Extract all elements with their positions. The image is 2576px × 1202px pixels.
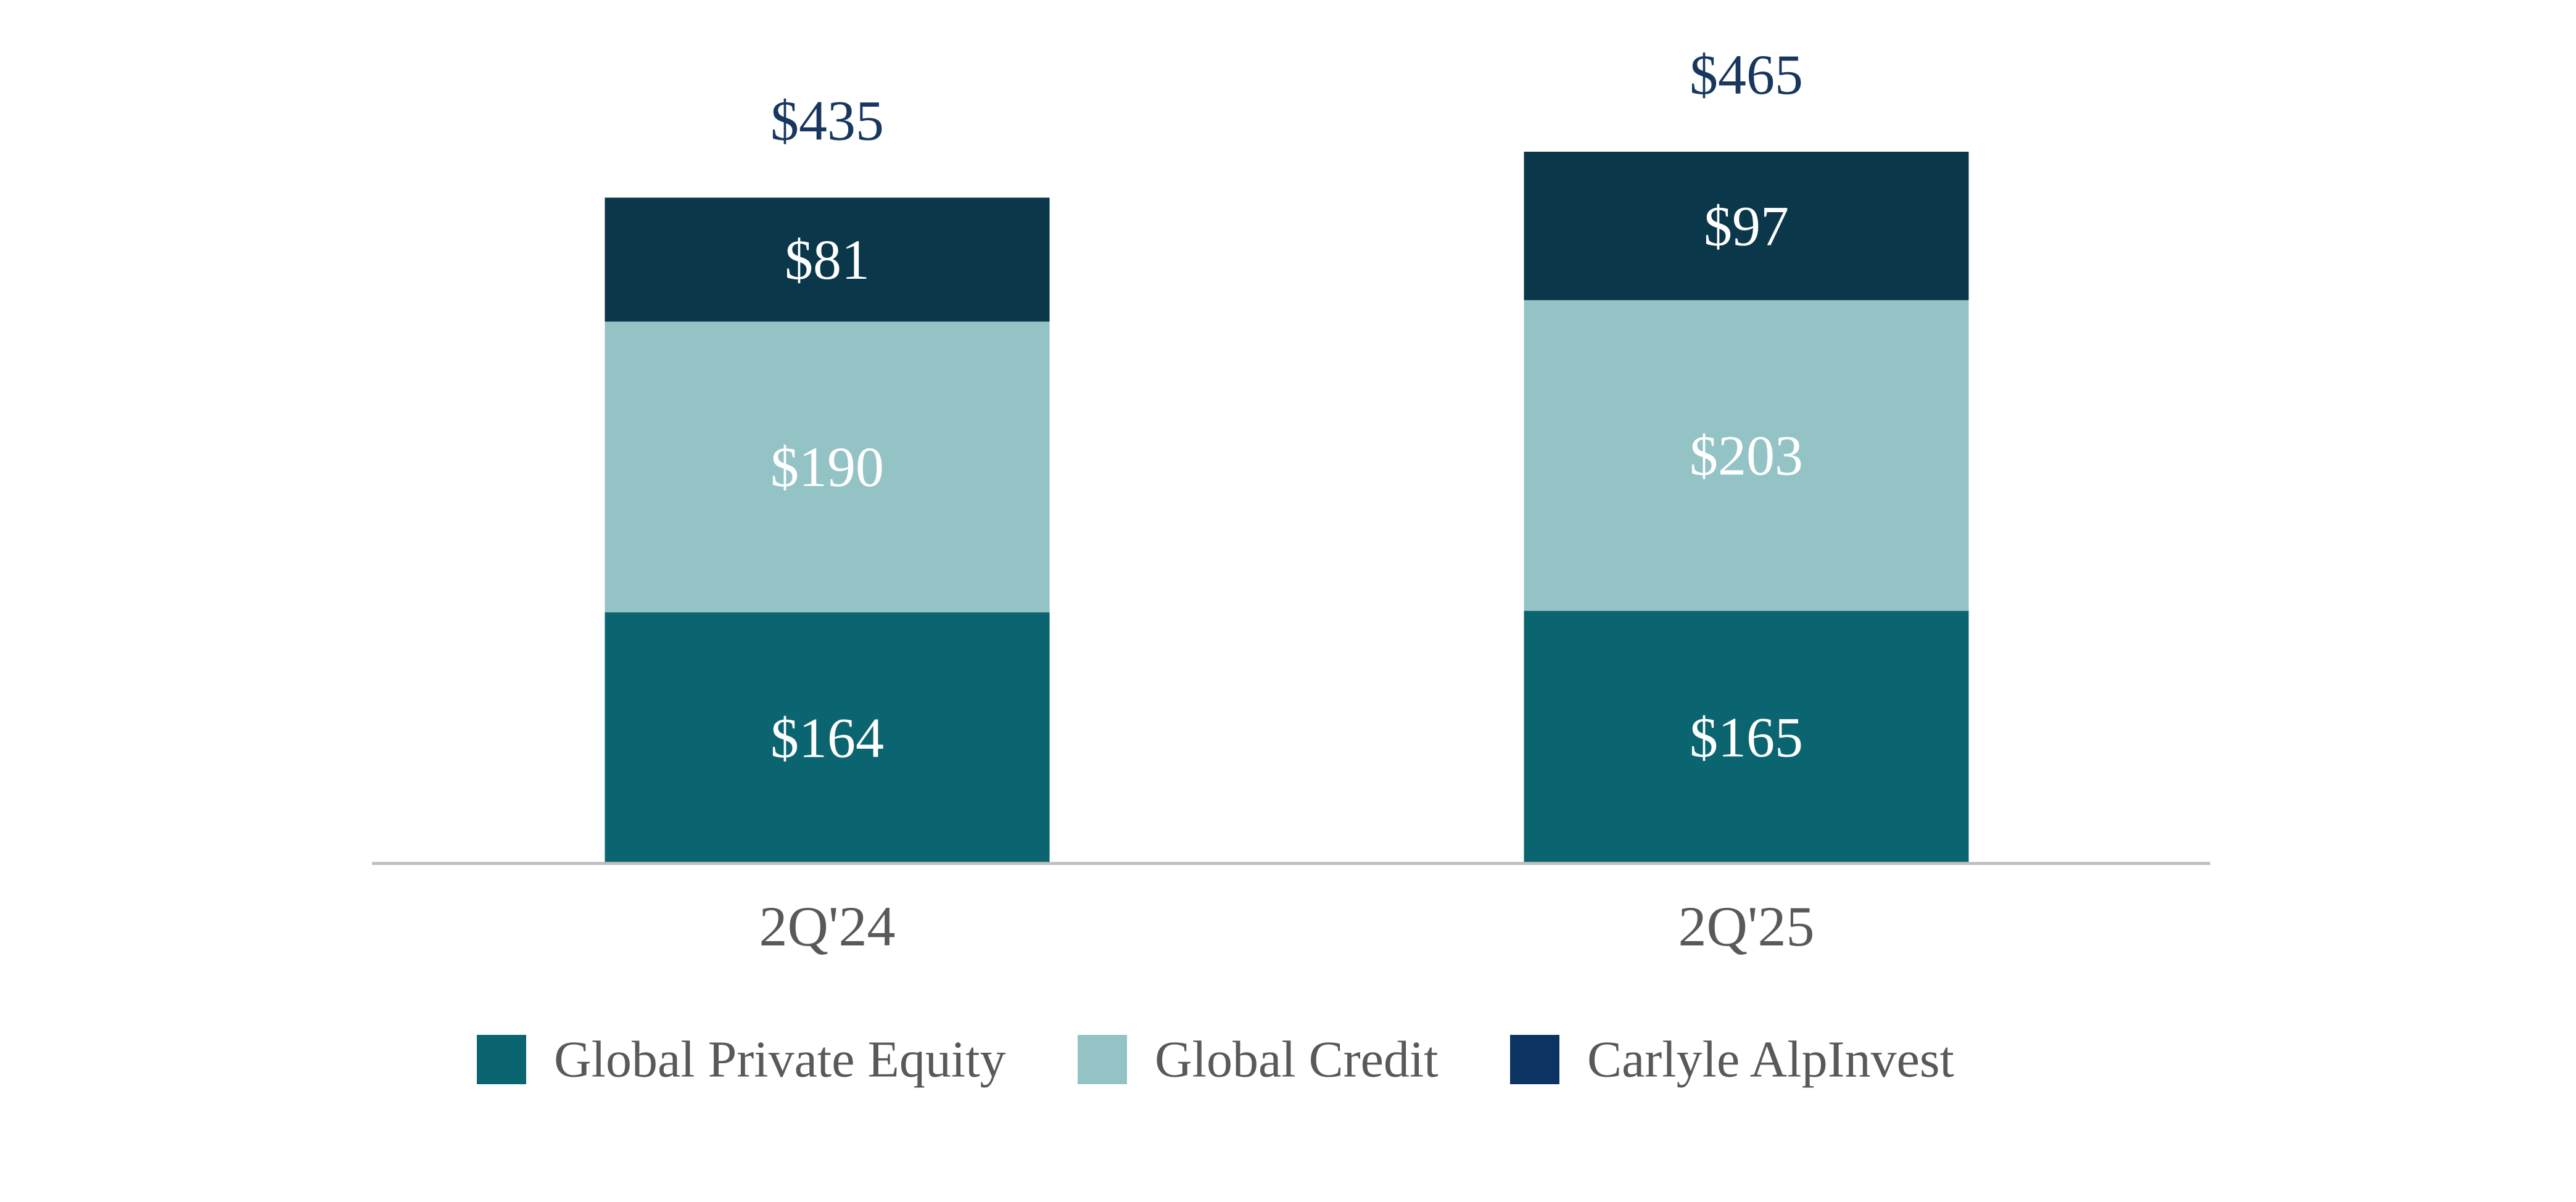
x-tick-labels: 2Q'24 2Q'25 [759,895,1814,958]
bar-segment-2q25-2 [1524,152,1969,300]
segment-label-2q24-0: $164 [770,706,884,769]
segment-label-2q25-1: $203 [1690,424,1803,487]
x-tick-label-2q25: 2Q'25 [1678,895,1814,958]
segment-label-2q25-2: $97 [1704,194,1789,257]
x-tick-label-2q24: 2Q'24 [759,895,895,958]
legend: Global Private Equity Global Credit Carlyl… [477,1031,1954,1089]
bar-segment-2q24-1 [605,321,1050,612]
bars-layer: $164 $190 $81 $435 $165 $203 $97 $465 [605,43,1969,863]
bar-segment-2q24-2 [605,197,1050,322]
legend-swatch-1 [1078,1035,1127,1084]
segment-label-2q25-0: $165 [1690,706,1803,768]
bar-segment-2q25-0 [1524,611,1969,863]
total-label-2q25: $465 [1690,43,1803,106]
bar-segment-2q25-1 [1524,300,1969,611]
total-label-2q24: $435 [770,89,884,152]
legend-label-0: Global Private Equity [554,1031,1006,1089]
legend-swatch-0 [477,1035,526,1084]
legend-label-2: Carlyle AlpInvest [1587,1031,1954,1089]
segment-label-2q24-1: $190 [770,435,884,498]
legend-swatch-2 [1510,1035,1559,1084]
legend-label-1: Global Credit [1155,1031,1439,1089]
segment-label-2q24-2: $81 [785,228,870,291]
bar-segment-2q24-0 [605,612,1050,863]
